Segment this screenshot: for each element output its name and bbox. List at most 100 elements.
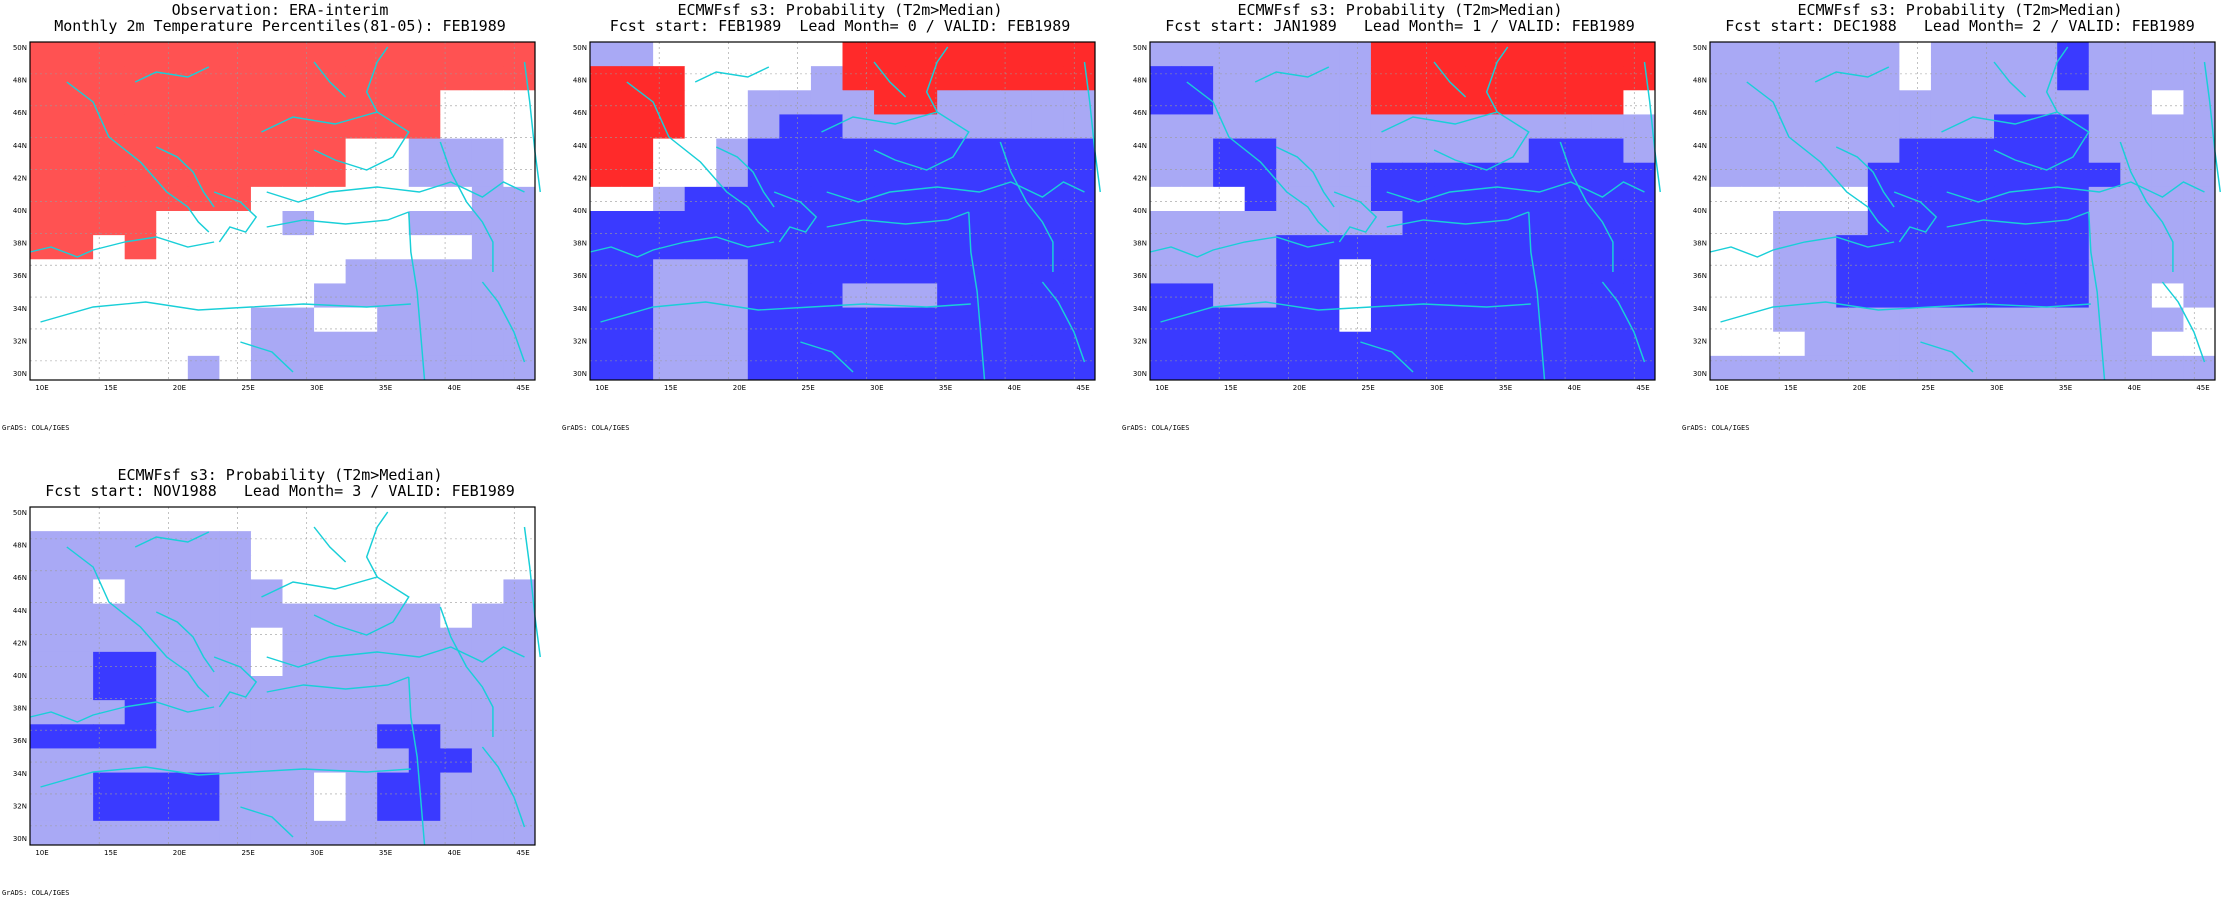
lon-tick-label: 30E: [310, 384, 323, 392]
lat-tick-label: 30N: [1133, 370, 1147, 378]
coastline: [1993, 61, 2027, 98]
grid-cell: [187, 627, 220, 653]
grid-cell: [590, 331, 623, 357]
grid-cell: [219, 211, 252, 236]
grid-cell: [1623, 331, 1656, 357]
coastline: [439, 606, 494, 737]
grid-cell: [905, 186, 938, 212]
grid-cell: [282, 627, 315, 653]
grid-cell: [1497, 138, 1530, 164]
lat-tick-label: 48N: [1133, 77, 1147, 85]
grid-cell: [408, 748, 441, 774]
grid-cell: [219, 820, 252, 846]
lat-tick-label: 30N: [13, 370, 27, 378]
lon-tick-label: 35E: [939, 384, 952, 392]
lat-tick-label: 46N: [1693, 109, 1707, 117]
grid-cell: [377, 66, 410, 91]
coastline: [600, 301, 971, 323]
grid-cell: [250, 700, 283, 725]
grid-cell: [1031, 235, 1064, 260]
grid-cell: [1244, 90, 1277, 115]
grid-cell: [408, 307, 441, 333]
grid-cell: [1150, 138, 1183, 164]
grid-cell: [2057, 186, 2090, 212]
grid-cell: [779, 162, 812, 188]
lon-tick-label: 35E: [379, 849, 392, 857]
grid-cell: [30, 283, 63, 309]
grid-cell: [61, 748, 94, 774]
grid-cell: [1244, 307, 1277, 333]
grid-cell: [61, 579, 94, 605]
grid-cell: [377, 651, 410, 677]
grid-cell: [219, 579, 252, 605]
lon-tick-label: 15E: [104, 384, 117, 392]
grid-cell: [440, 724, 473, 749]
grid-cell: [653, 90, 686, 115]
grid-cell: [250, 531, 283, 556]
grid-cell: [1434, 283, 1467, 309]
grid-cell: [408, 162, 441, 188]
lon-tick-label: 45E: [2196, 384, 2209, 392]
grid-cell: [377, 211, 410, 236]
grid-cell: [2025, 235, 2058, 260]
grid-cell: [471, 42, 504, 67]
grid-cell: [471, 235, 504, 260]
grid-cell: [503, 676, 536, 701]
grid-cell: [30, 138, 63, 164]
grid-cell: [503, 651, 536, 677]
lon-tick-label: 35E: [2059, 384, 2072, 392]
grid-cell: [1213, 259, 1246, 284]
grid-cell: [842, 138, 875, 164]
grid-cell: [810, 42, 843, 67]
grid-cell: [1528, 307, 1561, 333]
grid-cell: [1773, 211, 1806, 236]
grid-cell: [842, 331, 875, 357]
grid-cell: [345, 186, 378, 212]
grid-cell: [2120, 186, 2153, 212]
grid-cell: [124, 507, 157, 532]
panel-title-line1: ECMWFsf s3: Probability (T2m>Median): [677, 1, 1003, 19]
lon-tick-label: 20E: [1853, 384, 1866, 392]
grid-cell: [1930, 186, 1963, 212]
grid-cell: [1710, 355, 1743, 381]
grid-cell: [1804, 307, 1837, 333]
grid-cell: [2025, 186, 2058, 212]
grid-cell: [1213, 66, 1246, 91]
lat-tick-label: 44N: [1133, 142, 1147, 150]
grid-cell: [408, 676, 441, 701]
lat-tick-label: 44N: [13, 142, 27, 150]
grid-cell: [2088, 211, 2121, 236]
grid-cell: [1497, 90, 1530, 115]
grid-cell: [1276, 90, 1309, 115]
grid-cell: [187, 114, 220, 140]
grid-cell: [124, 259, 157, 284]
grid-cell: [219, 114, 252, 140]
grid-cell: [156, 186, 189, 212]
grid-cell: [440, 555, 473, 580]
grid-cell: [503, 748, 536, 774]
grid-cell: [2025, 283, 2058, 309]
grid-cell: [621, 162, 654, 188]
grid-cell: [1623, 259, 1656, 284]
lon-tick-label: 15E: [664, 384, 677, 392]
grid-cell: [345, 114, 378, 140]
lat-tick-label: 42N: [573, 174, 587, 182]
grid-cell: [219, 66, 252, 91]
grid-cell: [1773, 235, 1806, 260]
grid-cell: [937, 259, 970, 284]
grid-cell: [377, 724, 410, 749]
coastline: [1946, 181, 2205, 203]
grid-cell: [156, 772, 189, 798]
grid-cell: [250, 283, 283, 309]
grid-cell: [968, 307, 1001, 333]
lat-tick-label: 50N: [13, 509, 27, 517]
grid-cell: [124, 283, 157, 309]
grid-cell: [1307, 355, 1340, 381]
grid-cell: [842, 307, 875, 333]
grid-cell: [503, 820, 536, 846]
lon-tick-label: 10E: [1155, 384, 1168, 392]
grid-cell: [937, 331, 970, 357]
map-panel-5: ECMWFsf s3: Probability (T2m>Median) Fcst…: [0, 465, 560, 900]
grads-credit: GrADS: COLA/IGES: [1122, 424, 1190, 432]
grid-cell: [1591, 186, 1624, 212]
